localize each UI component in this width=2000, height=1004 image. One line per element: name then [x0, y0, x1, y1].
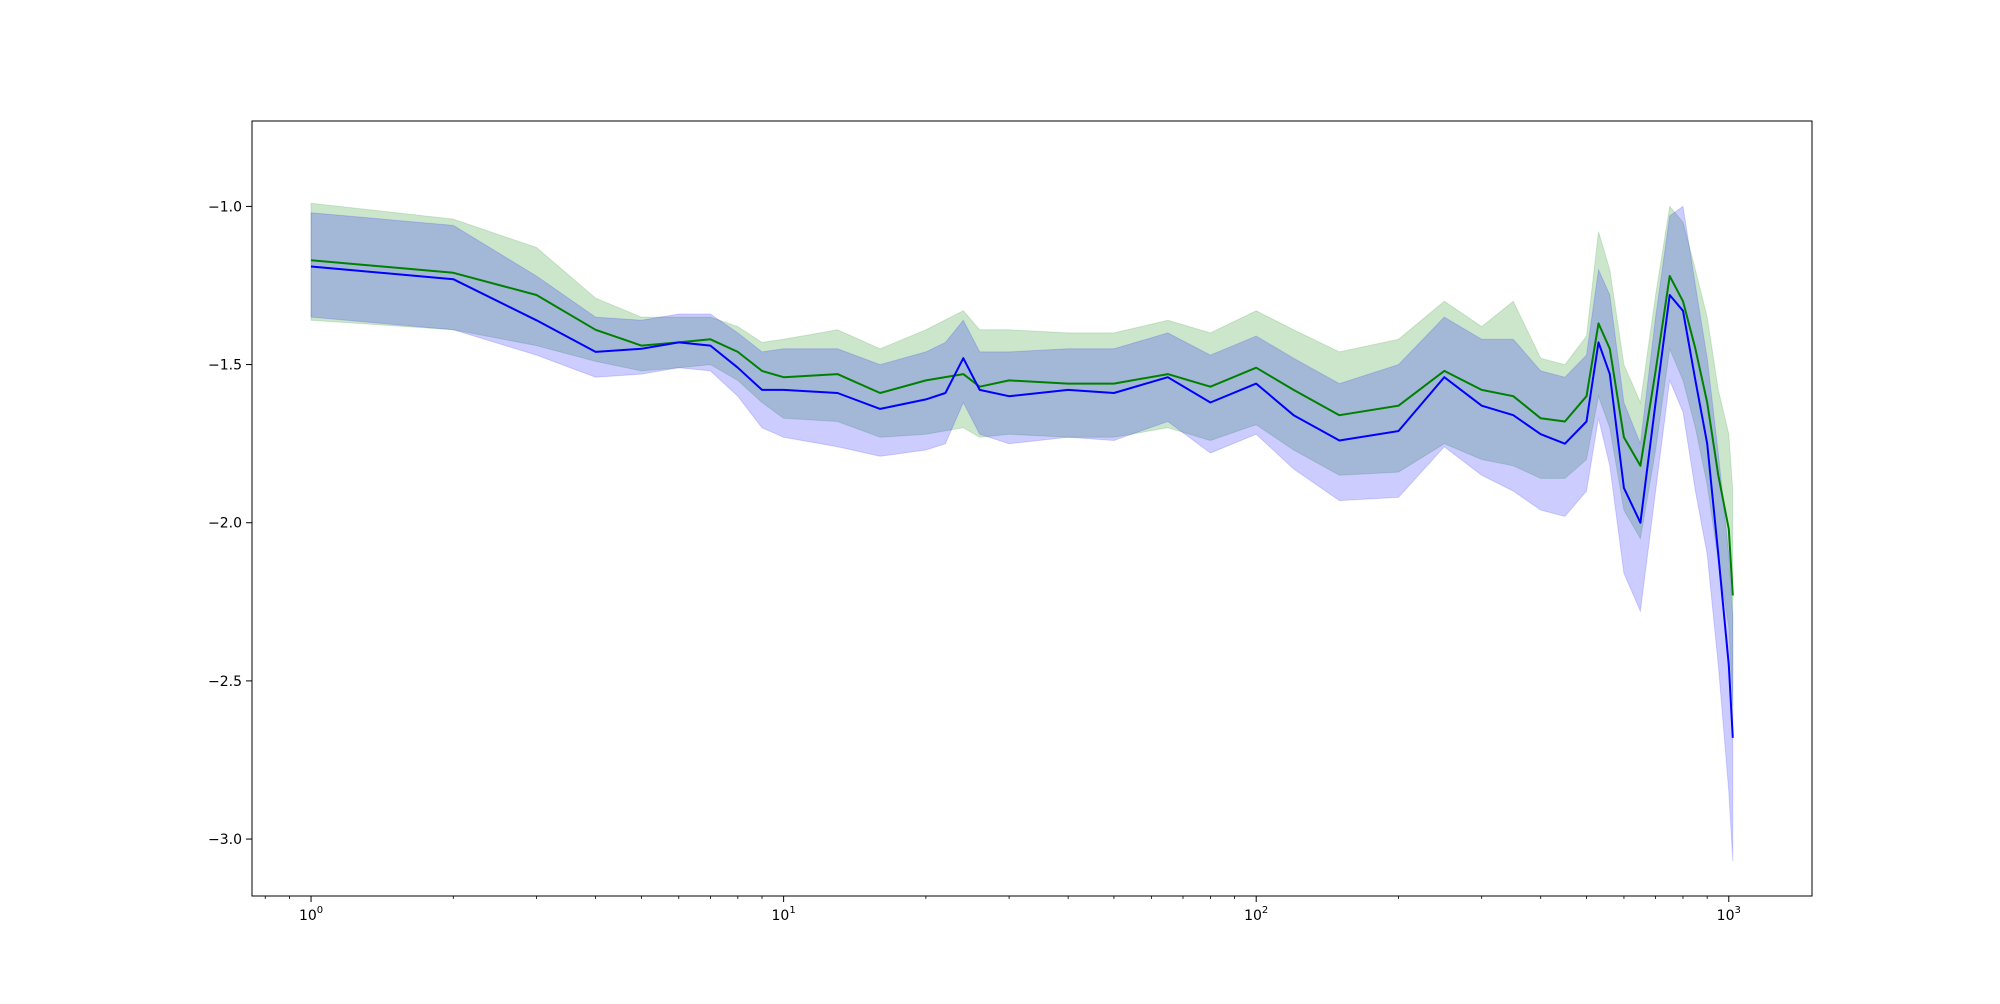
x-tick-label: 101	[772, 905, 796, 924]
x-tick-label: 102	[1244, 905, 1268, 924]
x-tick-label: 100	[299, 905, 323, 924]
series-2-band	[310, 205, 1734, 862]
x-axis: 100 101 102 103	[264, 896, 1741, 924]
y-tick-label: −2.5	[208, 674, 242, 690]
y-tick-label: −2.0	[208, 516, 242, 532]
series-2-line	[310, 265, 1734, 738]
y-axis: −1.0 −1.5 −2.0 −2.5 −3.0	[208, 199, 252, 848]
axes-frame	[251, 120, 1813, 897]
series-1-line	[310, 259, 1734, 596]
y-tick-label: −1.0	[208, 199, 242, 215]
series-lines	[310, 259, 1734, 738]
y-tick-label: −3.0	[208, 832, 242, 848]
x-tick-label: 103	[1717, 905, 1741, 924]
y-tick-label: −1.5	[208, 358, 242, 374]
series-1-band	[310, 202, 1734, 707]
confidence-bands	[310, 202, 1734, 862]
